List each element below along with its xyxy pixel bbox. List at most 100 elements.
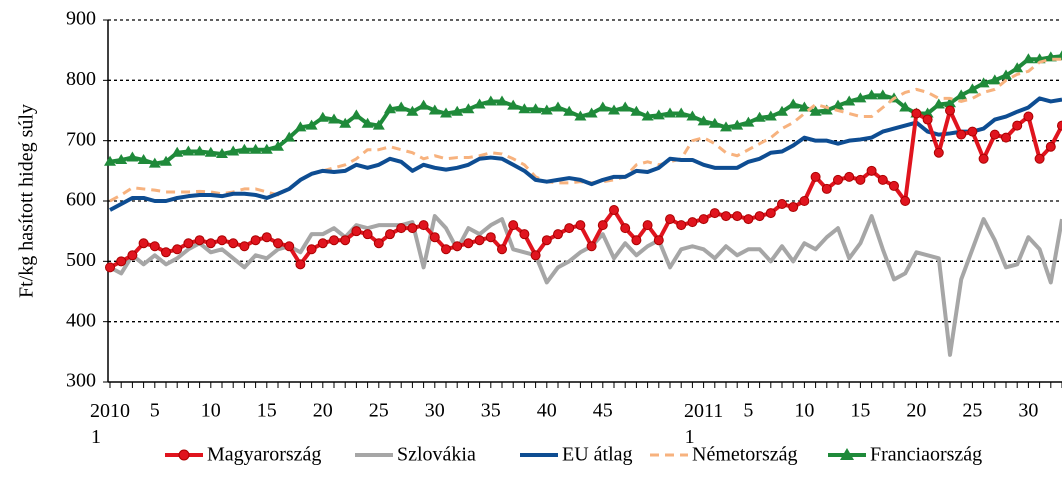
x-tick-label: 35 (481, 400, 501, 422)
point (1012, 120, 1023, 131)
point (463, 238, 474, 249)
point (361, 117, 374, 128)
point (563, 105, 576, 116)
legend-label: Magyarország (207, 444, 321, 466)
point (911, 108, 922, 119)
point (328, 113, 340, 124)
point (183, 238, 194, 249)
point (988, 74, 1001, 85)
point (473, 98, 486, 109)
point (820, 104, 833, 115)
point (137, 153, 150, 164)
point (272, 140, 284, 151)
point (921, 107, 934, 118)
point (105, 262, 115, 273)
point (676, 220, 687, 231)
point (182, 145, 195, 156)
point (238, 143, 251, 154)
point (586, 241, 597, 252)
point (977, 77, 990, 88)
point (317, 238, 328, 249)
point (843, 95, 856, 106)
point (620, 223, 631, 234)
point (697, 115, 710, 126)
point (428, 104, 441, 115)
y-axis-label: Ft/kg hasított hideg súly (16, 104, 38, 298)
point (540, 104, 553, 115)
point (485, 232, 496, 243)
point (832, 99, 844, 110)
point (956, 129, 967, 140)
point (777, 199, 787, 210)
point (204, 146, 217, 157)
point (484, 95, 497, 106)
x-tick-label: 30 (425, 400, 445, 422)
point (205, 238, 216, 249)
point (529, 103, 542, 114)
point (1023, 111, 1034, 122)
point (787, 98, 800, 109)
point (653, 235, 664, 246)
legend-label: Szlovákia (397, 444, 476, 466)
legend-label: EU átlag (562, 444, 633, 466)
point (462, 103, 475, 114)
point (149, 241, 160, 252)
point (664, 107, 676, 118)
point (631, 235, 642, 246)
point (844, 171, 855, 182)
point (865, 89, 878, 100)
point (731, 119, 744, 130)
point (283, 131, 296, 142)
y-tick-label: 700 (66, 128, 96, 150)
point (753, 111, 766, 122)
point (1011, 62, 1024, 73)
point (160, 155, 172, 166)
point (396, 223, 407, 234)
x-tick-label: 10 (201, 400, 221, 422)
point (765, 208, 776, 219)
x-tick-label: 10 (794, 400, 814, 422)
point (585, 107, 598, 118)
point (855, 174, 866, 185)
point (1001, 132, 1011, 143)
x-tick-label: 5 (743, 400, 753, 422)
y-tick-label: 500 (66, 249, 96, 271)
x-tick-label: 30 (1018, 400, 1038, 422)
y-tick-label: 400 (66, 309, 96, 331)
point (350, 109, 363, 120)
point (596, 101, 609, 112)
point (138, 238, 149, 249)
point (115, 153, 128, 164)
point (172, 244, 183, 255)
point (116, 256, 127, 267)
y-tick-label: 800 (66, 68, 96, 90)
point (574, 110, 587, 121)
point (720, 121, 732, 132)
point (809, 105, 822, 116)
point (1000, 69, 1012, 80)
point (609, 205, 619, 216)
point (900, 196, 911, 206)
point (474, 235, 485, 246)
point (854, 92, 867, 103)
point (889, 180, 899, 191)
point (227, 145, 240, 156)
x-tick-label: 25 (962, 400, 982, 422)
point (441, 244, 451, 255)
point (967, 126, 978, 137)
point (989, 129, 1000, 140)
point (866, 165, 877, 176)
point (440, 107, 452, 118)
x-tick-label: 2011 1 (684, 400, 723, 448)
x-tick-label: 20 (313, 400, 333, 422)
point (665, 214, 675, 225)
point (518, 103, 531, 114)
point (161, 247, 171, 258)
point (687, 217, 698, 228)
point (764, 110, 777, 121)
point (732, 211, 743, 222)
point (497, 244, 507, 255)
point (306, 244, 317, 255)
point (362, 229, 373, 240)
